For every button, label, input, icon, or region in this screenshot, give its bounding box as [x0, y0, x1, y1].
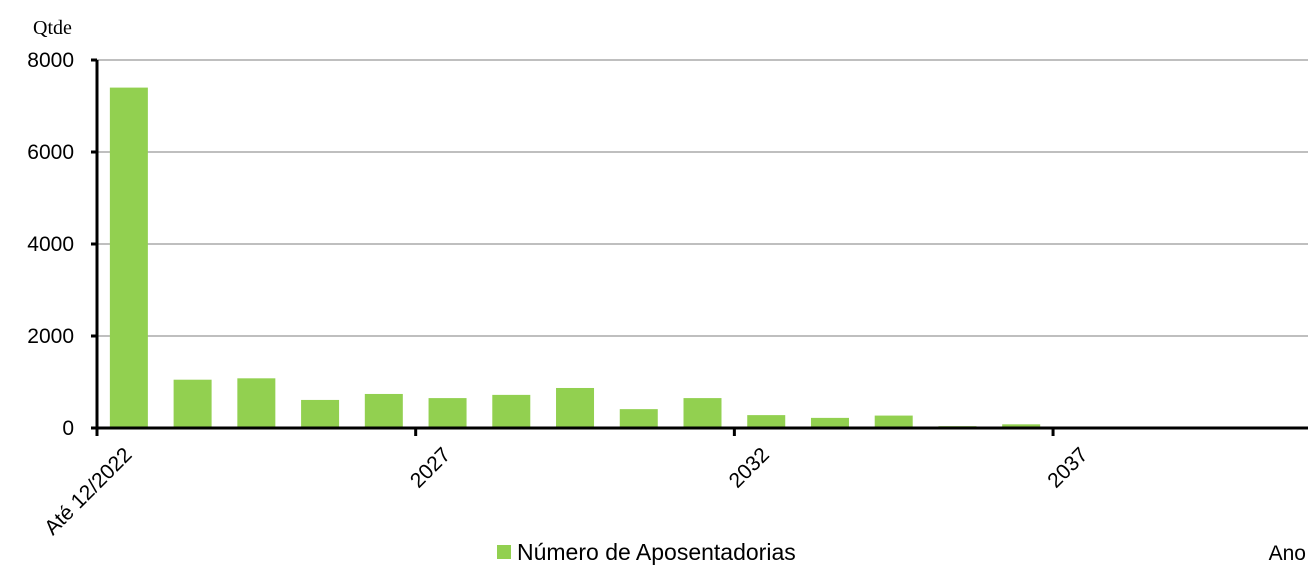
y-tick-label: 2000: [27, 325, 74, 348]
y-tick-label: 8000: [27, 49, 74, 72]
bar: [874, 415, 913, 428]
bar: [301, 399, 340, 428]
bar: [683, 398, 722, 428]
bar: [619, 409, 658, 428]
x-axis-label: Ano: [1269, 542, 1306, 565]
bar: [109, 87, 148, 428]
bar: [1002, 424, 1041, 428]
x-tick-label: 2037: [1043, 443, 1092, 492]
bar: [364, 393, 403, 428]
x-tick-label: 2027: [406, 443, 455, 492]
bar: [492, 394, 531, 428]
y-tick-label: 4000: [27, 233, 74, 256]
x-tick-label: Até 12/2022: [40, 443, 136, 539]
y-tick-label: 6000: [27, 141, 74, 164]
legend-label: Número de Aposentadorias: [517, 539, 796, 565]
bar: [428, 398, 467, 428]
bar: [237, 378, 276, 428]
y-tick-label: 0: [62, 417, 74, 440]
bar: [173, 379, 212, 428]
bar: [556, 387, 595, 428]
y-axis-label: Qtde: [33, 17, 72, 39]
bar: [810, 417, 849, 428]
x-tick-label: 2032: [725, 443, 774, 492]
bar: [747, 415, 786, 428]
legend-swatch: [497, 545, 511, 559]
